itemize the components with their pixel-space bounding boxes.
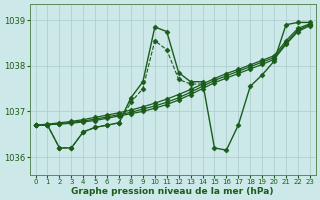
- X-axis label: Graphe pression niveau de la mer (hPa): Graphe pression niveau de la mer (hPa): [71, 187, 274, 196]
